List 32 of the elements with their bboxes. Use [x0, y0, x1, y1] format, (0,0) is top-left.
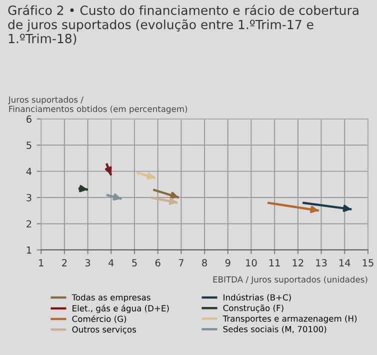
- x-tick-label: 1: [39, 259, 44, 266]
- x-tick-label: 9: [225, 259, 230, 266]
- legend-label: Comércio (G): [72, 315, 126, 323]
- legend-label: Elet., gás e água (D+E): [72, 304, 169, 314]
- x-tick-label: 3: [85, 259, 90, 266]
- x-tick-label: 13: [316, 259, 327, 266]
- x-tick-label: 14: [339, 259, 350, 266]
- x-tick-label: 4: [108, 259, 114, 266]
- y-axis-title: Juros suportados / Financiamentos obtidos (em percentagem): [8, 96, 188, 114]
- legend-label: Indústrias (B+C): [224, 294, 291, 302]
- legend-label: Sedes sociais (M, 70100): [223, 326, 326, 334]
- y-tick-label: 5: [26, 142, 32, 149]
- y-tick-label: 4: [26, 168, 32, 176]
- y-tick-label: 2: [26, 220, 32, 228]
- legend-label: Construção (F): [223, 304, 284, 313]
- x-tick-label: 11: [269, 259, 280, 266]
- legend-label: Todas as empresas: [72, 294, 150, 302]
- y-tick-label: 1: [26, 246, 32, 254]
- chart-title: Gráfico 2 • Custo do financiamento e rácio de cobertura de juros suportados (evolução entre 1.ºTrim-17 e 1.ºTrim-18): [8, 4, 358, 45]
- x-tick-label: 6: [155, 259, 160, 266]
- legend-label: Transportes e armazenagem (H): [222, 315, 357, 324]
- x-tick-label: 8: [202, 259, 207, 266]
- legend-label: Outros serviços: [72, 326, 136, 334]
- y-tick-label: 6: [26, 115, 32, 123]
- x-tick-label: 15: [362, 259, 374, 266]
- x-tick-label: 2: [62, 259, 67, 266]
- x-axis-title: EBITDA / Juros suportados (unidades): [213, 276, 368, 284]
- x-tick-label: 5: [132, 259, 137, 266]
- y-tick-label: 3: [26, 194, 32, 202]
- x-tick-label: 10: [246, 259, 257, 266]
- x-tick-label: 7: [178, 259, 184, 266]
- x-tick-label: 12: [292, 259, 304, 266]
